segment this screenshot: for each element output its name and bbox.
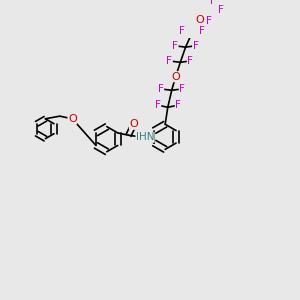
Text: F: F xyxy=(167,56,172,66)
Text: F: F xyxy=(187,56,193,66)
Text: F: F xyxy=(199,26,205,36)
Text: F: F xyxy=(210,0,216,6)
Text: HN: HN xyxy=(136,132,152,142)
Text: F: F xyxy=(218,5,224,15)
Text: O: O xyxy=(196,15,204,25)
Text: O: O xyxy=(129,119,138,129)
Text: F: F xyxy=(206,16,212,26)
Text: F: F xyxy=(172,41,178,51)
Text: O: O xyxy=(171,72,180,82)
Text: HN: HN xyxy=(139,132,154,142)
Text: F: F xyxy=(179,84,185,94)
Text: F: F xyxy=(179,26,184,36)
Text: F: F xyxy=(193,41,198,51)
Text: F: F xyxy=(155,100,161,110)
Text: F: F xyxy=(158,84,164,94)
Text: O: O xyxy=(68,114,77,124)
Text: F: F xyxy=(175,100,181,110)
